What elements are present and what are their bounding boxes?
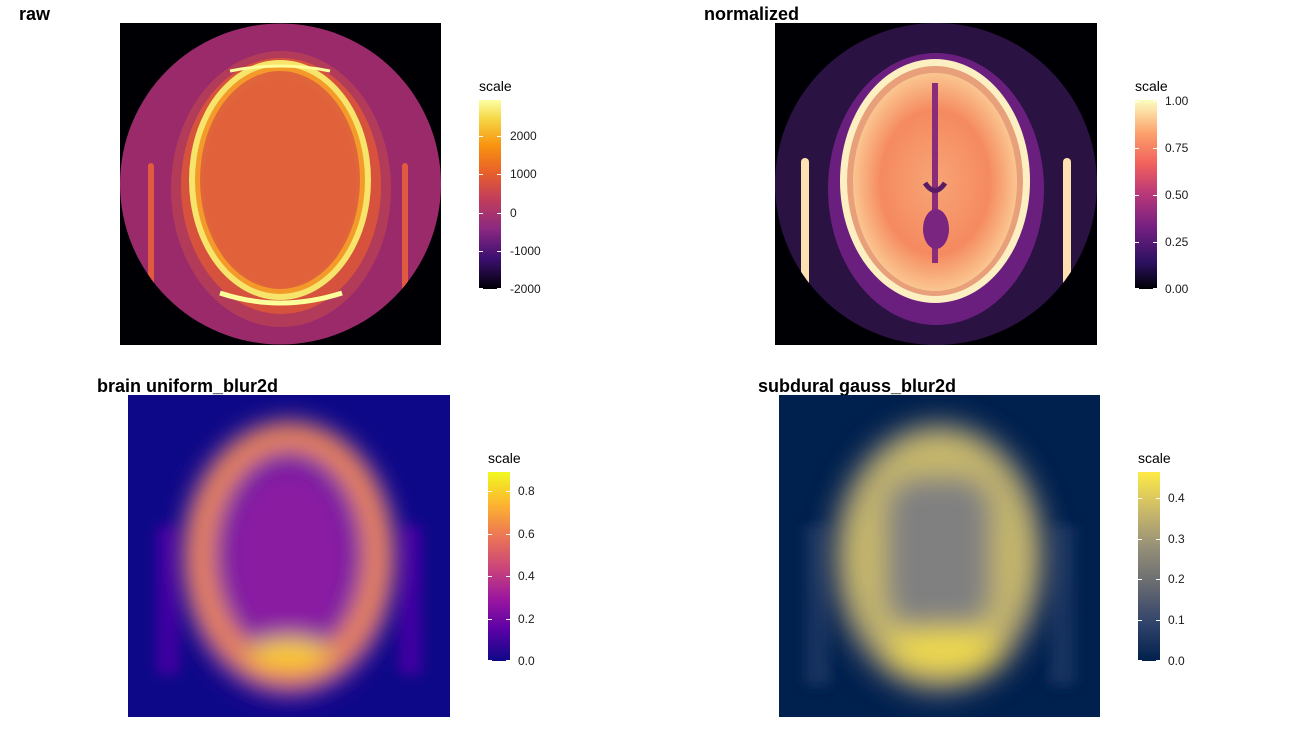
ct-slice-raw xyxy=(120,23,441,345)
tick-label: 1000 xyxy=(510,167,537,181)
tick-label: 0.4 xyxy=(1168,491,1185,505)
tick-label: 1.00 xyxy=(1165,94,1189,108)
tick-label: 0.8 xyxy=(518,484,535,498)
tick-label: -2000 xyxy=(510,282,541,296)
tick-label: 0 xyxy=(510,206,517,220)
ct-slice-normalized xyxy=(775,23,1097,345)
chart-title: brain uniform_blur2d xyxy=(97,376,279,396)
tick-label: 0.0 xyxy=(518,654,535,668)
legend-title: scale xyxy=(479,78,512,94)
heatmap-image xyxy=(120,23,441,345)
legend-title: scale xyxy=(1135,78,1168,94)
blur-map-uniform xyxy=(128,395,450,717)
tick-label: 0.00 xyxy=(1165,282,1189,296)
colorbar xyxy=(479,100,501,289)
tick-label: 0.0 xyxy=(1168,654,1185,668)
tick-label: 0.2 xyxy=(1168,572,1185,586)
colorbar xyxy=(1135,100,1157,289)
chart-title: normalized xyxy=(704,4,800,24)
legend-title: scale xyxy=(488,450,521,466)
tick-label: 0.75 xyxy=(1165,141,1189,155)
tick-label: 0.3 xyxy=(1168,532,1185,546)
tick-label: 0.1 xyxy=(1168,613,1185,627)
tick-label: 2000 xyxy=(510,129,537,143)
tick-label: 0.50 xyxy=(1165,188,1189,202)
tick-label: -1000 xyxy=(510,244,541,258)
heatmap-image xyxy=(775,23,1097,345)
tick-label: 0.6 xyxy=(518,527,535,541)
colorbar xyxy=(1138,472,1160,661)
heatmap-image xyxy=(779,395,1100,717)
blur-map-gauss xyxy=(779,395,1100,717)
tick-label: 0.25 xyxy=(1165,235,1189,249)
chart-title: subdural gauss_blur2d xyxy=(758,376,957,396)
colorbar xyxy=(488,472,510,661)
tick-label: 0.2 xyxy=(518,612,535,626)
legend-title: scale xyxy=(1138,450,1171,466)
heatmap-image xyxy=(128,395,450,717)
chart-title: raw xyxy=(19,4,51,24)
tick-label: 0.4 xyxy=(518,569,535,583)
